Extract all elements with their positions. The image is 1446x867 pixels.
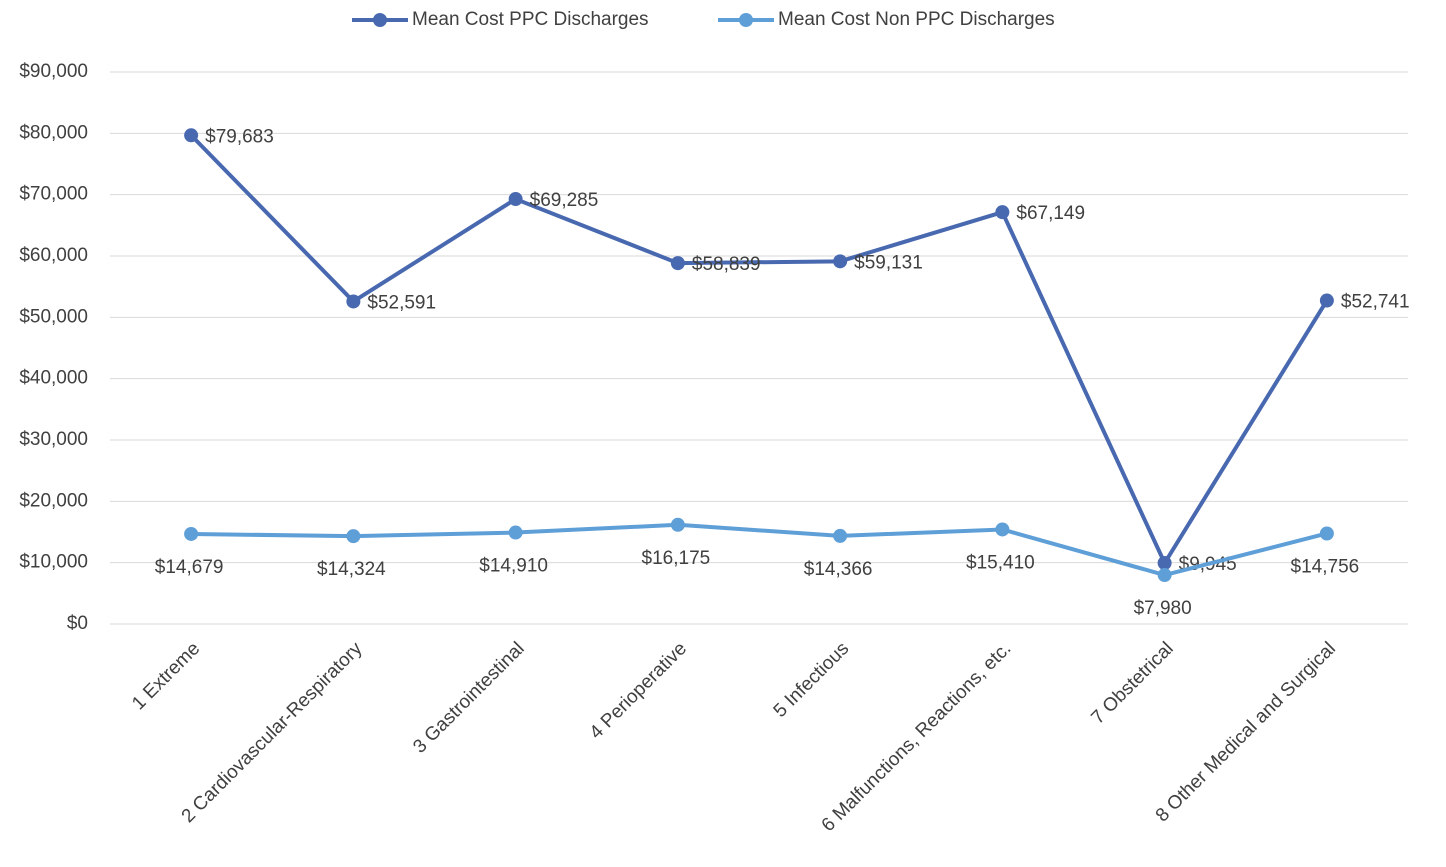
point [670,517,685,532]
legend-marker [373,13,387,27]
point [995,522,1010,537]
point [1319,293,1334,308]
point [1157,568,1172,583]
x-tick-label: 4 Perioperative [586,638,691,743]
data-label: $67,149 [1016,203,1085,224]
data-label: $59,131 [854,252,923,273]
y-tick-label: $60,000 [19,245,88,266]
y-tick-label: $20,000 [19,490,88,511]
point [1319,526,1334,541]
legend-label: Mean Cost Non PPC Discharges [778,9,1055,30]
data-label: $52,741 [1341,292,1410,313]
series-line [191,522,1328,578]
series-line [189,133,1329,568]
data-label: $14,679 [155,557,224,578]
data-label: $7,980 [1134,598,1192,619]
y-tick-label: $90,000 [19,61,88,82]
point [184,526,199,541]
y-tick-label: $50,000 [19,306,88,327]
point [346,294,361,309]
x-tick-label: 3 Gastrointestinal [409,638,528,757]
point [508,525,523,540]
point [184,128,199,143]
data-label: $69,285 [530,190,599,211]
legend-marker [739,13,753,27]
point [833,254,848,269]
point [1157,556,1172,571]
data-label: $58,839 [692,254,761,275]
data-label: $14,324 [317,559,386,580]
data-label: $16,175 [642,548,711,569]
x-tick-label: 6 Malfunctions, Reactions, etc. [818,638,1016,836]
x-tick-label: 7 Obstetrical [1087,638,1177,728]
legend-label: Mean Cost PPC Discharges [412,9,649,30]
x-tick-label: 1 Extreme [128,638,204,714]
data-label: $79,683 [205,126,274,147]
x-tick-label: 2 Cardiovascular-Respiratory [178,638,367,827]
point [833,528,848,543]
y-tick-label: $30,000 [19,429,88,450]
data-label: $14,366 [804,559,873,580]
x-tick-label: 5 Infectious [770,638,854,722]
point [508,192,523,207]
data-label: $52,591 [367,292,436,313]
x-tick-label: 8 Other Medical and Surgical [1152,638,1340,826]
y-tick-label: $0 [67,613,88,634]
y-tick-label: $40,000 [19,368,88,389]
point [995,205,1010,220]
point [670,256,685,271]
data-label: $14,756 [1291,557,1360,578]
y-tick-label: $80,000 [19,122,88,143]
data-label: $14,910 [479,556,548,577]
y-tick-label: $10,000 [19,552,88,573]
data-label: $15,410 [966,553,1035,574]
y-tick-label: $70,000 [19,184,88,205]
point [346,529,361,544]
